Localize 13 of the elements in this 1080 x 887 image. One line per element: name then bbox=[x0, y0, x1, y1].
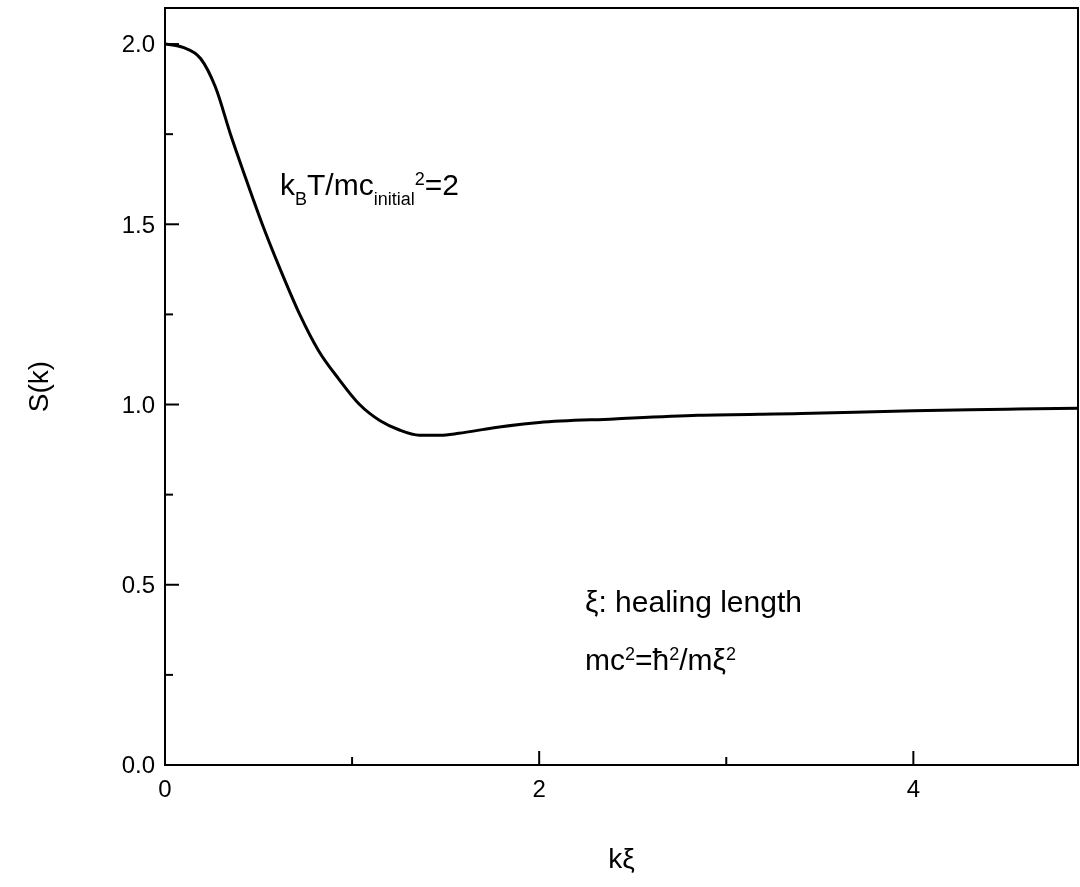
annotation: ξ: healing length bbox=[585, 585, 802, 618]
x-tick-label: 0 bbox=[158, 775, 172, 802]
y-tick-label: 1.0 bbox=[121, 390, 155, 418]
y-tick-label: 0.0 bbox=[121, 751, 155, 779]
x-tick-label: 2 bbox=[532, 775, 546, 802]
annotation: mc$^{2}$=ħ$^{2}$/mξ$^{2}$ bbox=[585, 643, 737, 676]
y-tick-label: 1.5 bbox=[121, 210, 155, 238]
y-axis-title: S(k) bbox=[23, 360, 54, 413]
x-axis-title: kξ bbox=[608, 843, 635, 874]
x-tick-label: 4 bbox=[906, 775, 921, 802]
y-tick-label: 2.0 bbox=[121, 30, 155, 58]
annotation: k$_{B}$T/mc$_{initial}$$^{2}$=2 bbox=[280, 168, 459, 209]
y-tick-label: 0.5 bbox=[121, 571, 155, 599]
